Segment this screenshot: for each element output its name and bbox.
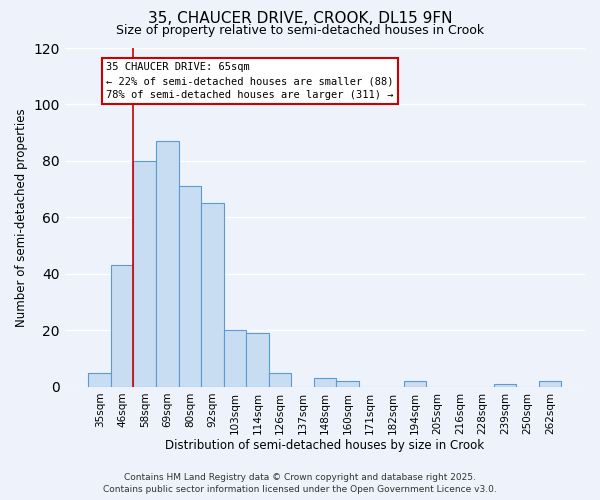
- Text: 35, CHAUCER DRIVE, CROOK, DL15 9FN: 35, CHAUCER DRIVE, CROOK, DL15 9FN: [148, 11, 452, 26]
- Bar: [111, 266, 133, 387]
- X-axis label: Distribution of semi-detached houses by size in Crook: Distribution of semi-detached houses by …: [166, 440, 484, 452]
- Bar: [88, 373, 111, 387]
- Bar: [201, 204, 224, 387]
- Y-axis label: Number of semi-detached properties: Number of semi-detached properties: [15, 108, 28, 327]
- Bar: [224, 330, 246, 387]
- Bar: [269, 373, 291, 387]
- Bar: [179, 186, 201, 387]
- Bar: [336, 382, 359, 387]
- Text: Size of property relative to semi-detached houses in Crook: Size of property relative to semi-detach…: [116, 24, 484, 37]
- Bar: [539, 382, 562, 387]
- Bar: [494, 384, 517, 387]
- Bar: [133, 161, 156, 387]
- Text: 35 CHAUCER DRIVE: 65sqm
← 22% of semi-detached houses are smaller (88)
78% of se: 35 CHAUCER DRIVE: 65sqm ← 22% of semi-de…: [106, 62, 394, 100]
- Bar: [314, 378, 336, 387]
- Bar: [404, 382, 426, 387]
- Bar: [246, 334, 269, 387]
- Text: Contains HM Land Registry data © Crown copyright and database right 2025.
Contai: Contains HM Land Registry data © Crown c…: [103, 472, 497, 494]
- Bar: [156, 141, 179, 387]
